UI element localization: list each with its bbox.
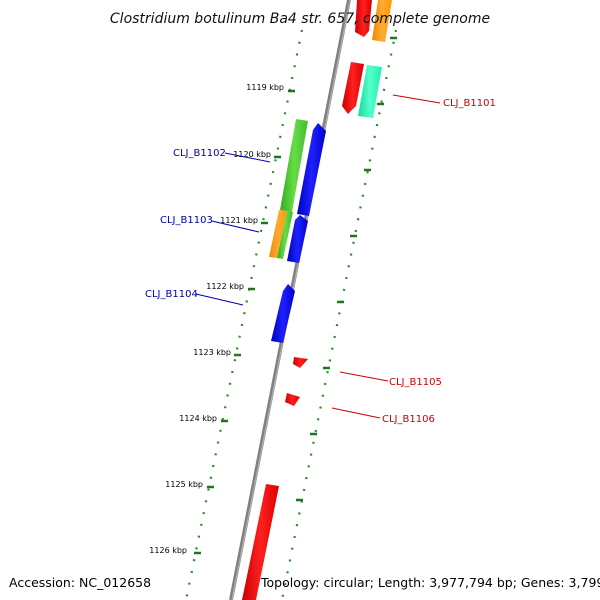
tick-label: 1120 kbp (233, 150, 271, 159)
tick-label: 1121 kbp (220, 216, 258, 225)
gene-feature-orange (269, 210, 287, 258)
outer-features (242, 0, 392, 600)
tick-label: 1122 kbp (206, 282, 244, 291)
leader-line-clj-b1105 (339, 371, 389, 382)
leader-line-clj-b1103 (211, 220, 260, 233)
inner-features (269, 119, 326, 343)
gene-feature-red (242, 484, 279, 600)
gene-arrow-clj-b1102 (297, 123, 326, 216)
gene-feature-red (355, 0, 372, 37)
map-title: Clostridium botulinum Ba4 str. 657, comp… (110, 11, 490, 27)
gene-labels: CLJ_B1101 CLJ_B1102 CLJ_B1103 CLJ_B1104 … (145, 98, 496, 425)
gene-arrow-clj-b1103 (287, 215, 308, 263)
gene-label-clj-b1103: CLJ_B1103 (160, 215, 213, 226)
gene-arrow-clj-b1105 (293, 357, 308, 368)
leader-lines (195, 94, 441, 419)
tick-label: 1124 kbp (179, 414, 217, 423)
leader-line-clj-b1104 (195, 293, 244, 306)
gene-feature-green (277, 211, 293, 259)
tick-label: 1123 kbp (193, 348, 231, 357)
inner-dotted-ruler (184, 29, 304, 600)
leader-line-clj-b1102 (224, 152, 271, 163)
outer-tick-marks (296, 36, 397, 502)
gene-arrow-clj-b1101 (342, 62, 364, 114)
gene-feature-green (280, 119, 308, 212)
gene-label-clj-b1104: CLJ_B1104 (145, 289, 198, 300)
gene-feature-teal (358, 65, 382, 118)
tick-marks (194, 89, 295, 555)
gene-label-clj-b1105: CLJ_B1105 (389, 377, 442, 388)
gene-label-clj-b1102: CLJ_B1102 (173, 148, 226, 159)
tick-label: 1125 kbp (165, 480, 203, 489)
tick-label: 1119 kbp (246, 83, 284, 92)
gene-label-clj-b1101: CLJ_B1101 (443, 98, 496, 109)
gene-feature-orange (372, 0, 392, 42)
leader-line-clj-b1106 (331, 407, 381, 419)
gene-arrow-clj-b1104 (271, 284, 295, 343)
topology-label: Topology: circular; Length: 3,977,794 bp… (260, 575, 600, 590)
leader-line-clj-b1101 (392, 94, 441, 104)
tick-label: 1126 kbp (149, 546, 187, 555)
accession-label: Accession: NC_012658 (9, 575, 151, 590)
gene-arrow-clj-b1106 (285, 393, 300, 406)
tick-labels: 1119 kbp 1120 kbp 1121 kbp 1122 kbp 1123… (149, 83, 284, 555)
gene-label-clj-b1106: CLJ_B1106 (382, 414, 435, 425)
outer-dotted-ruler (280, 29, 398, 600)
